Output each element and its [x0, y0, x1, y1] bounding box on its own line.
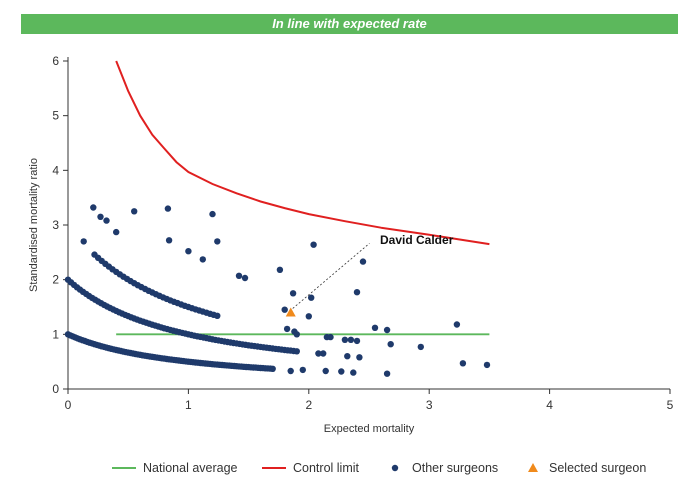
other-surgeon-point	[383, 370, 391, 377]
selected-surgeon-marker	[285, 307, 296, 317]
y-tick-label: 2	[52, 273, 59, 287]
other-surgeon-point	[209, 210, 216, 218]
other-surgeon-point	[417, 343, 424, 351]
other-surgeon-point	[459, 360, 467, 367]
other-surgeon-point	[353, 289, 361, 296]
other-surgeon-point	[315, 350, 322, 357]
other-surgeon-point	[131, 208, 138, 215]
other-surgeon-point	[293, 348, 300, 355]
other-surgeon-point	[353, 337, 361, 345]
other-surgeon-point	[283, 325, 291, 333]
other-surgeon-point	[341, 336, 349, 343]
other-surgeon-point	[287, 367, 294, 375]
x-axis-title: Expected mortality	[324, 423, 415, 435]
other-surgeon-point	[113, 228, 120, 236]
other-surgeon-point	[383, 326, 391, 334]
other-surgeon-point	[305, 313, 312, 320]
other-surgeon-point	[289, 290, 297, 297]
other-surgeon-point	[90, 204, 97, 211]
other-surgeon-point	[185, 248, 192, 255]
other-surgeon-point	[356, 354, 363, 361]
y-axis-title: Standardised mortality ratio	[28, 158, 40, 292]
chart-title-banner: In line with expected rate	[21, 14, 678, 34]
other-surgeon-point	[483, 361, 491, 369]
y-tick-label: 4	[52, 163, 59, 177]
other-surgeon-point	[80, 238, 87, 245]
other-surgeon-point	[344, 353, 351, 360]
chart-axes: 0 1 2 3 4 5 6 0 1 2 3 4 5 Expected mortality Standardi…	[28, 54, 674, 435]
other-surgeon-point	[320, 350, 327, 357]
surgeon-points	[64, 204, 491, 377]
other-surgeon-point	[269, 365, 276, 372]
other-surgeon-point	[299, 366, 306, 374]
other-surgeon-point	[199, 256, 206, 263]
y-tick-label: 1	[52, 327, 59, 341]
annotation-layer: David Calder	[285, 233, 454, 317]
x-tick-label: 3	[426, 398, 433, 412]
other-surgeon-point	[103, 217, 110, 224]
y-tick-label: 5	[52, 109, 59, 123]
chart-title: In line with expected rate	[272, 16, 427, 31]
selected-surgeon-label: David Calder	[380, 233, 454, 247]
other-surgeon-point	[347, 336, 355, 343]
other-surgeon-point	[164, 205, 172, 212]
legend-swatch-triangle	[528, 463, 538, 472]
other-surgeon-point	[165, 237, 173, 244]
other-surgeon-point	[308, 294, 315, 301]
y-tick-label: 0	[52, 382, 59, 396]
other-surgeon-point	[371, 324, 379, 331]
y-tick-label: 6	[52, 54, 59, 68]
control-limit-line	[115, 60, 490, 246]
reference-lines	[115, 60, 490, 336]
other-surgeon-point	[214, 238, 221, 245]
legend-label: Selected surgeon	[549, 461, 646, 475]
other-surgeon-point	[293, 331, 300, 338]
y-tick-label: 3	[52, 218, 59, 232]
legend-label: Control limit	[293, 461, 360, 475]
other-surgeon-point	[214, 312, 221, 319]
legend-label: National average	[143, 461, 238, 475]
x-tick-label: 0	[65, 398, 72, 412]
other-surgeon-point	[281, 306, 288, 313]
other-surgeon-point	[387, 341, 394, 348]
chart-legend: National average Control limit Other surge…	[112, 461, 646, 475]
other-surgeon-point	[322, 367, 329, 375]
other-surgeon-point	[310, 241, 317, 248]
other-surgeon-point	[338, 368, 345, 375]
x-tick-label: 5	[667, 398, 674, 412]
annotation-leader-line	[292, 243, 370, 309]
x-tick-label: 4	[546, 398, 553, 412]
legend-label: Other surgeons	[412, 461, 498, 475]
other-surgeon-point	[327, 333, 334, 341]
other-surgeon-point	[235, 272, 243, 279]
other-surgeon-point	[97, 213, 104, 220]
other-surgeon-point	[350, 369, 357, 376]
legend-swatch-dot	[391, 464, 399, 472]
x-tick-label: 1	[185, 398, 192, 412]
other-surgeon-point	[453, 321, 461, 328]
x-tick-label: 2	[305, 398, 312, 412]
other-surgeon-point	[276, 266, 284, 273]
other-surgeon-point	[241, 274, 249, 282]
other-surgeon-point	[359, 258, 367, 265]
